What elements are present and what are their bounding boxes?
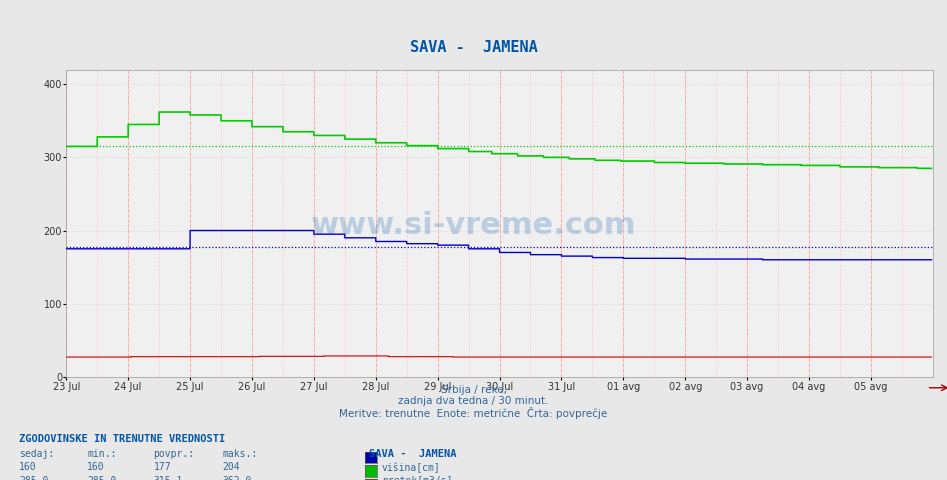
Text: zadnja dva tedna / 30 minut.: zadnja dva tedna / 30 minut. (399, 396, 548, 406)
Text: SAVA -  JAMENA: SAVA - JAMENA (369, 449, 456, 459)
Text: 160: 160 (87, 462, 105, 472)
Text: 362,0: 362,0 (223, 476, 252, 480)
Text: min.:: min.: (87, 449, 116, 459)
Text: Meritve: trenutne  Enote: metrične  Črta: povprečje: Meritve: trenutne Enote: metrične Črta: … (339, 407, 608, 419)
Text: ZGODOVINSKE IN TRENUTNE VREDNOSTI: ZGODOVINSKE IN TRENUTNE VREDNOSTI (19, 434, 225, 444)
Text: 177: 177 (153, 462, 171, 472)
Text: 285,0: 285,0 (19, 476, 48, 480)
Text: SAVA -  JAMENA: SAVA - JAMENA (410, 40, 537, 55)
Text: maks.:: maks.: (223, 449, 258, 459)
Text: www.si-vreme.com: www.si-vreme.com (311, 211, 636, 240)
Text: Srbija / reke,: Srbija / reke, (440, 385, 507, 395)
Text: sedaj:: sedaj: (19, 449, 54, 459)
Text: 315,1: 315,1 (153, 476, 183, 480)
Text: povpr.:: povpr.: (153, 449, 194, 459)
Text: pretok[m3/s]: pretok[m3/s] (382, 476, 452, 480)
Text: višina[cm]: višina[cm] (382, 462, 440, 473)
Text: 160: 160 (19, 462, 37, 472)
Text: 204: 204 (223, 462, 241, 472)
Text: 285,0: 285,0 (87, 476, 116, 480)
